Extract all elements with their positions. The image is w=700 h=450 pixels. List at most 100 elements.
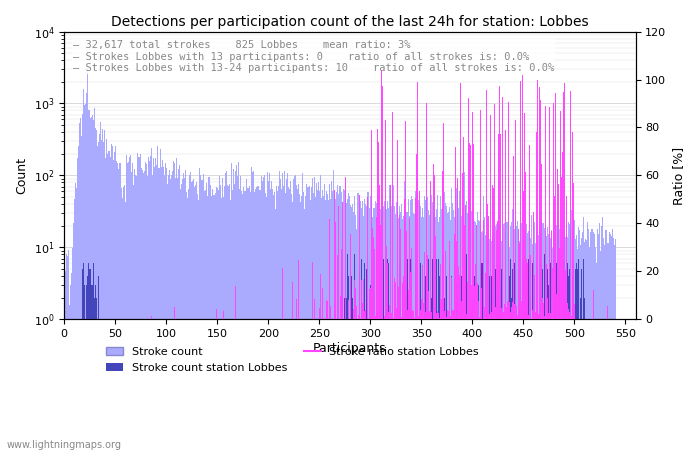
Bar	[241, 191, 242, 450]
Bar	[438, 259, 439, 450]
Bar	[376, 202, 377, 450]
Bar	[439, 276, 440, 450]
Bar	[109, 157, 111, 450]
Bar	[284, 171, 285, 450]
Bar	[379, 213, 380, 450]
Bar	[360, 259, 362, 450]
Bar	[534, 222, 535, 450]
Bar	[573, 218, 574, 450]
Bar	[579, 320, 580, 450]
Bar	[524, 236, 525, 450]
Bar	[586, 240, 587, 450]
Bar	[566, 224, 567, 450]
Bar	[74, 198, 75, 450]
Bar	[480, 224, 481, 450]
Bar	[589, 247, 590, 450]
Bar	[278, 185, 279, 450]
Bar	[300, 202, 302, 450]
Bar	[322, 190, 323, 450]
Bar	[489, 238, 490, 450]
Bar	[235, 171, 236, 450]
Bar	[281, 189, 282, 450]
Bar	[407, 199, 409, 450]
Bar	[458, 192, 460, 450]
Bar	[488, 297, 489, 450]
Bar	[601, 225, 603, 450]
Bar	[100, 122, 102, 450]
Bar	[326, 191, 327, 450]
Bar	[378, 225, 379, 450]
Bar	[351, 276, 352, 450]
Bar	[612, 238, 614, 450]
Bar	[94, 108, 95, 450]
Bar	[209, 185, 211, 450]
Bar	[554, 297, 556, 450]
X-axis label: Participants: Participants	[313, 342, 386, 355]
Bar	[342, 285, 343, 450]
Bar	[400, 259, 401, 450]
Bar	[449, 263, 450, 450]
Bar	[423, 217, 424, 450]
Bar	[344, 190, 345, 450]
Legend: Stroke count, Stroke count station Lobbes, Stroke ratio station Lobbes: Stroke count, Stroke count station Lobbe…	[102, 342, 484, 377]
Bar	[346, 297, 347, 450]
Bar	[94, 297, 95, 450]
Bar	[197, 194, 198, 450]
Bar	[135, 175, 136, 450]
Bar	[485, 320, 486, 450]
Bar	[178, 169, 179, 450]
Bar	[273, 195, 274, 450]
Bar	[478, 220, 479, 450]
Bar	[276, 185, 277, 450]
Bar	[381, 195, 382, 450]
Bar	[499, 254, 500, 450]
Bar	[182, 179, 183, 450]
Bar	[71, 248, 73, 450]
Bar	[412, 213, 414, 450]
Bar	[395, 214, 396, 450]
Bar	[373, 208, 374, 450]
Bar	[569, 225, 570, 450]
Bar	[584, 297, 585, 450]
Bar	[254, 192, 256, 450]
Bar	[227, 185, 228, 450]
Bar	[584, 243, 585, 450]
Bar	[401, 204, 402, 450]
Bar	[75, 183, 76, 450]
Bar	[352, 204, 354, 450]
Bar	[470, 197, 471, 450]
Bar	[325, 200, 326, 450]
Bar	[249, 186, 251, 450]
Bar	[256, 187, 258, 450]
Bar	[427, 197, 428, 450]
Bar	[242, 194, 243, 450]
Bar	[426, 194, 427, 450]
Bar	[358, 212, 360, 450]
Bar	[433, 263, 434, 450]
Bar	[293, 180, 294, 450]
Bar	[424, 196, 425, 450]
Bar	[85, 104, 86, 450]
Bar	[269, 173, 270, 450]
Bar	[76, 188, 77, 450]
Bar	[482, 263, 483, 450]
Bar	[312, 178, 313, 450]
Bar	[307, 187, 309, 450]
Bar	[422, 207, 423, 450]
Bar	[80, 117, 81, 450]
Bar	[386, 259, 387, 450]
Bar	[425, 200, 426, 450]
Bar	[66, 256, 68, 450]
Bar	[419, 211, 420, 450]
Bar	[193, 179, 194, 450]
Bar	[323, 196, 324, 450]
Bar	[505, 230, 507, 450]
Bar	[172, 171, 173, 450]
Bar	[84, 105, 85, 450]
Bar	[205, 190, 206, 450]
Bar	[522, 259, 523, 450]
Bar	[399, 269, 400, 450]
Bar	[434, 197, 435, 450]
Bar	[577, 249, 578, 450]
Bar	[547, 269, 548, 450]
